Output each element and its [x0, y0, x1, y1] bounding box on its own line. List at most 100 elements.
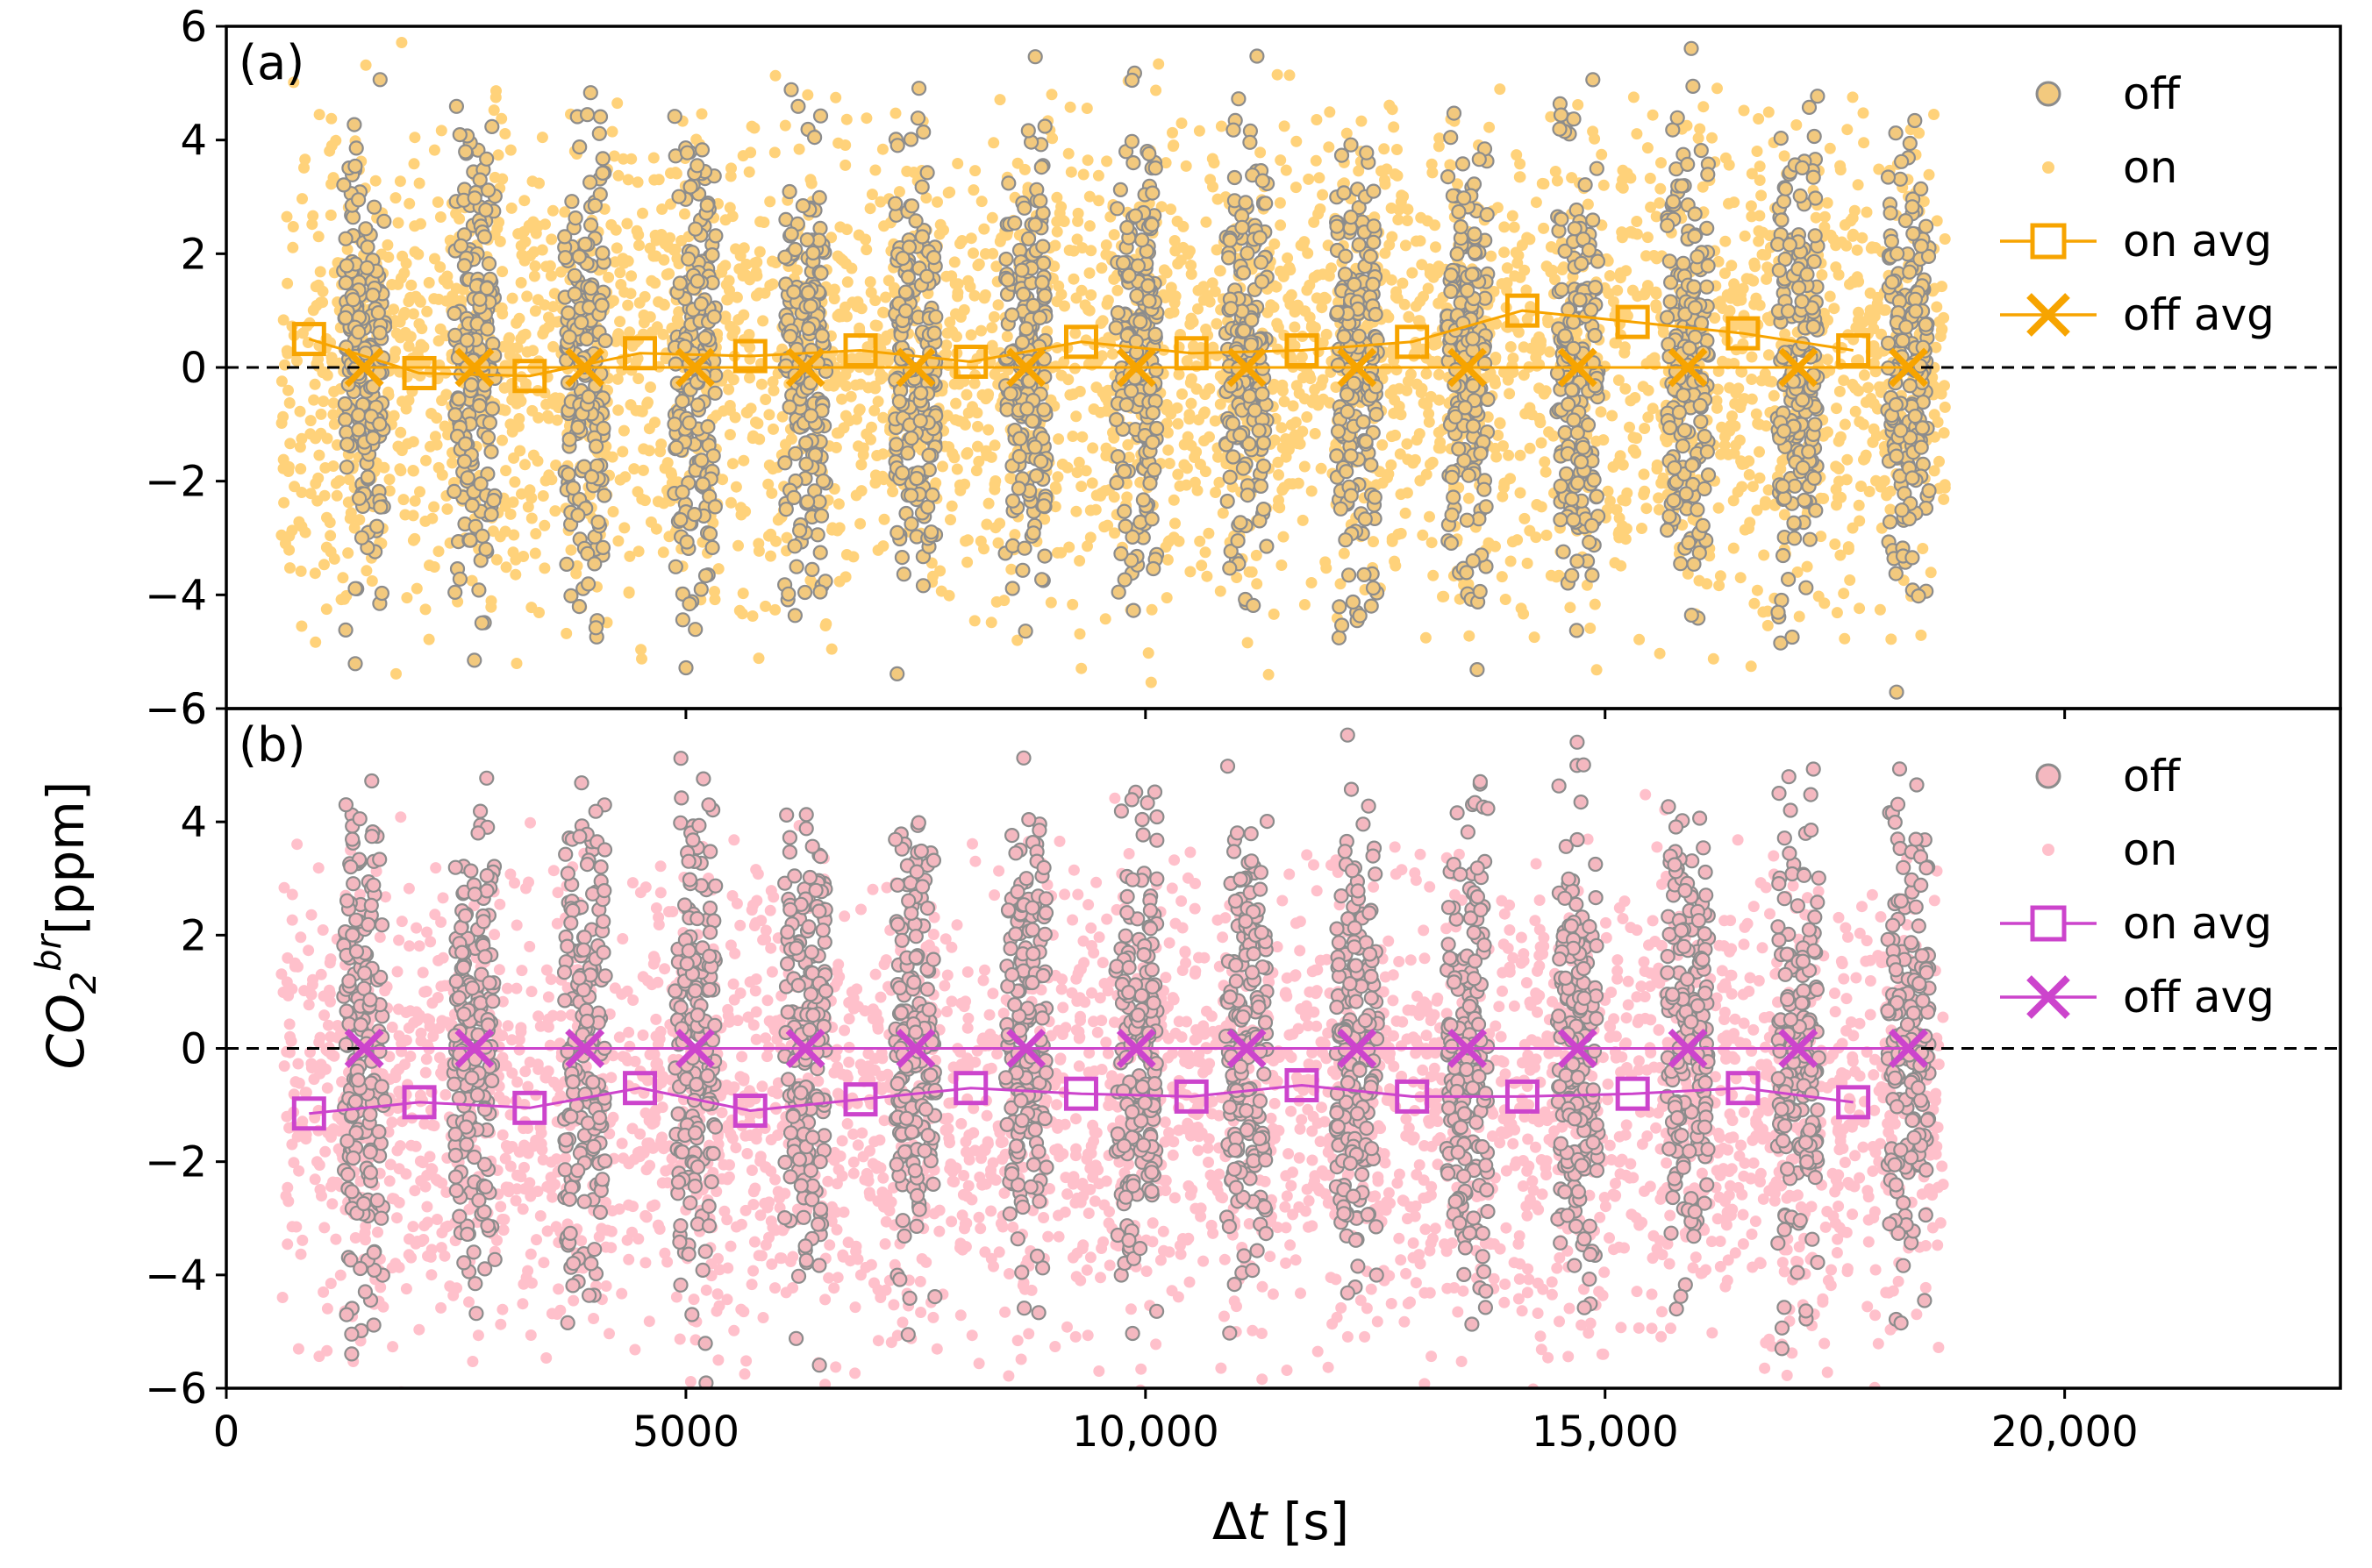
on-point — [989, 439, 1001, 452]
on-point — [1404, 368, 1417, 381]
on-point — [1647, 109, 1659, 121]
on-point — [1159, 291, 1171, 303]
off-point — [679, 145, 696, 160]
on-point — [1051, 191, 1063, 203]
on-point — [617, 445, 629, 458]
on-point — [1076, 242, 1089, 254]
off-point — [1124, 133, 1140, 149]
on-point — [944, 317, 956, 328]
on-point — [957, 416, 969, 428]
on-point — [1654, 197, 1666, 209]
on-point — [1824, 142, 1836, 154]
on-point — [1272, 321, 1284, 333]
on-point — [543, 412, 555, 424]
on-point — [1857, 107, 1869, 119]
on-point — [1046, 89, 1058, 101]
off-point — [1112, 182, 1129, 197]
on-point — [550, 460, 562, 471]
on-point — [768, 146, 781, 159]
off-point — [925, 250, 942, 266]
on-point — [1647, 403, 1659, 415]
on-point — [937, 460, 948, 473]
on-point — [539, 324, 551, 336]
on-point — [444, 234, 456, 246]
on-point — [1168, 296, 1181, 309]
off-point — [813, 508, 830, 524]
on-point — [1711, 402, 1723, 414]
on-point — [327, 409, 339, 421]
on-point — [441, 278, 454, 289]
on-point — [286, 524, 298, 537]
on-point — [318, 559, 330, 571]
on-point — [988, 137, 1000, 149]
on-point — [675, 235, 688, 246]
on-point — [1250, 549, 1262, 561]
on-point — [490, 85, 502, 97]
on-point — [1211, 317, 1223, 330]
on-point — [415, 339, 427, 351]
on-point — [1184, 566, 1197, 578]
on-point — [1609, 337, 1621, 349]
on-point — [606, 451, 618, 463]
on-point — [780, 438, 791, 451]
on-point — [1755, 374, 1768, 387]
on-point — [625, 270, 638, 282]
on-point — [1840, 239, 1853, 252]
on-point — [369, 175, 382, 187]
off-point — [588, 438, 604, 454]
on-point — [1309, 383, 1321, 396]
on-point — [537, 490, 549, 502]
on-point — [624, 326, 636, 339]
on-point — [1725, 292, 1737, 304]
on-point — [871, 320, 883, 331]
on-point — [1175, 118, 1188, 129]
on-point — [366, 575, 378, 587]
off-point — [360, 469, 375, 485]
on-point — [360, 59, 372, 71]
on-point — [743, 166, 755, 178]
on-point — [1293, 388, 1305, 399]
on-point — [652, 495, 664, 508]
on-point — [1717, 355, 1728, 367]
on-point — [852, 296, 864, 308]
off-point — [587, 197, 604, 213]
on-point — [528, 246, 540, 258]
on-point — [1204, 431, 1215, 443]
off-point — [681, 251, 697, 267]
on-point — [636, 652, 647, 665]
on-point — [781, 531, 793, 544]
on-point — [608, 150, 620, 162]
on-point — [1735, 455, 1747, 467]
on-point — [1276, 442, 1289, 454]
on-point — [1631, 128, 1643, 140]
on-point — [294, 405, 306, 417]
off-point — [1007, 215, 1023, 231]
off-point — [467, 190, 482, 206]
on-point — [520, 378, 532, 390]
on-point — [1930, 341, 1942, 353]
off-point — [571, 249, 587, 265]
on-point — [428, 501, 440, 513]
on-point — [1433, 394, 1446, 406]
on-point — [1401, 438, 1413, 450]
on-point — [1540, 466, 1552, 478]
on-point — [1063, 244, 1075, 256]
off-point — [687, 506, 703, 523]
on-point — [1939, 233, 1951, 245]
on-point — [1867, 436, 1879, 448]
on-point — [1933, 455, 1945, 467]
on-point — [804, 174, 817, 186]
off-point — [697, 567, 714, 584]
on-point — [1077, 168, 1090, 181]
on-point — [1654, 182, 1667, 195]
off-point — [480, 321, 496, 337]
on-point — [1390, 290, 1402, 303]
on-point — [325, 112, 338, 125]
on-point — [1727, 542, 1740, 554]
off-point — [478, 541, 494, 557]
off-point — [458, 144, 474, 160]
on-point — [1303, 173, 1315, 185]
on-point — [1385, 202, 1397, 214]
off-point — [786, 489, 802, 506]
